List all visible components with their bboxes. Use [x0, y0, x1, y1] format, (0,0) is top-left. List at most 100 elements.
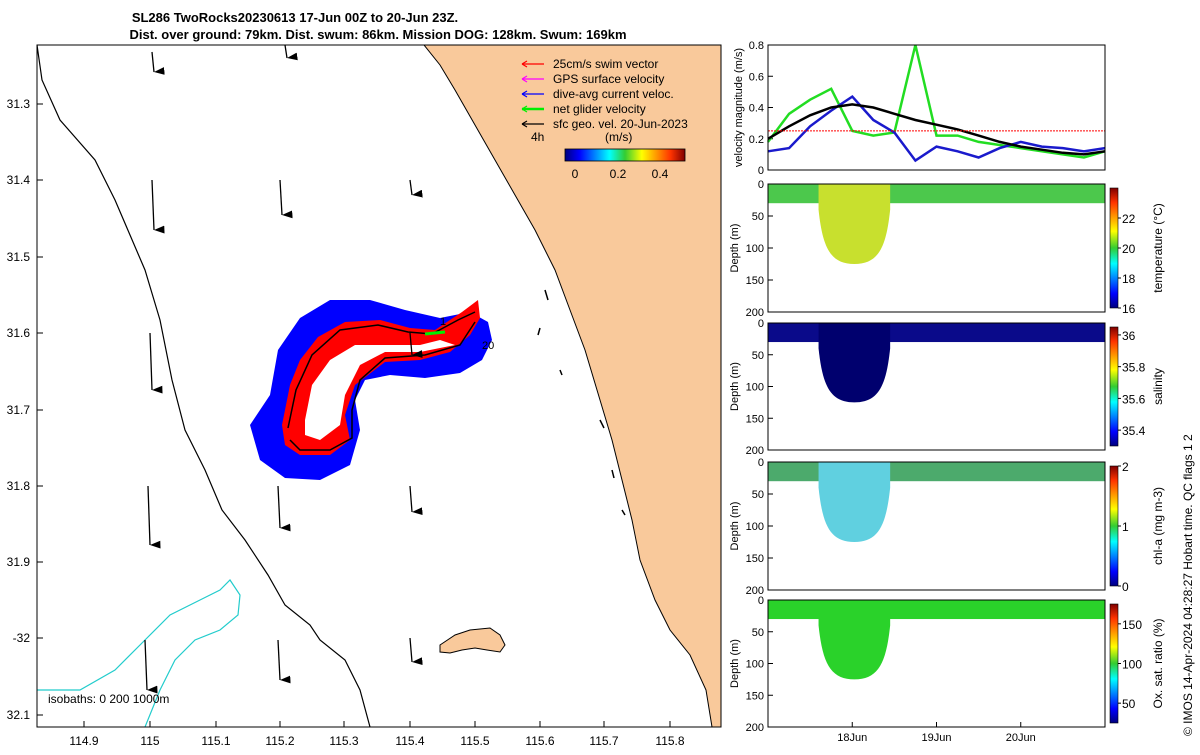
geo-velocity-arrow [409, 485, 423, 516]
oxygen-deep-dive-region [818, 600, 891, 680]
temperature-colorbar [1109, 187, 1119, 309]
isobath-200 [37, 45, 371, 727]
lat-tick-label: 32.1 [7, 708, 31, 722]
footer-credit: © IMOS 14-Apr-2024 04:28:27 Hobart time.… [1181, 434, 1195, 736]
temperature-ytick-label: 150 [746, 275, 764, 287]
velocity-series-line [767, 44, 1106, 159]
velocity-plot-bg [768, 45, 1105, 170]
legend-label: net glider velocity [553, 102, 646, 116]
chl-a-clabel: chl-a (mg m-3) [1151, 487, 1165, 565]
geo-velocity-arrow [277, 639, 291, 684]
temperature-ylabel: Depth (m) [729, 224, 741, 273]
day-tick-label: 19Jun [922, 732, 952, 744]
lon-tick-label: 115.1 [201, 734, 230, 748]
chl-a-colorbar-label: 1 [1122, 520, 1129, 534]
velocity-ytick-label: 0 [758, 165, 764, 177]
chl-a-ytick-label: 0 [758, 457, 764, 469]
map-colorbar-ticks: 0 0.2 0.4 [572, 167, 669, 181]
salinity-deep-dive-region [818, 323, 891, 403]
temperature-ytick-label: 0 [758, 179, 764, 191]
temperature-colorbar-label: 18 [1122, 272, 1136, 286]
salinity-ytick-label: 0 [758, 318, 764, 330]
salinity-colorbar-label: 36 [1122, 329, 1136, 343]
map-lat-ticks: 31.3 31.4 31.5 31.6 31.7 31.8 31.9 -32 32.1 [7, 97, 43, 722]
lat-tick-label: -32 [13, 631, 31, 645]
salinity-ytick-label: 50 [752, 350, 764, 362]
temperature-colorbar-label: 22 [1122, 212, 1136, 226]
glider-track-black [287, 311, 476, 451]
temperature-ytick-label: 50 [752, 211, 764, 223]
colorbar-unit: (m/s) [605, 130, 632, 144]
salinity-section-panel: 0 50 100 150 200 Depth (m) 35.4 35.6 35.8 36 salin… [729, 318, 1165, 457]
colorbar-tick-label: 0 [572, 167, 579, 181]
velocity-chart: 0 0.2 0.4 0.6 0.8 velocity magnitude (m/s) [733, 40, 1106, 177]
map-frame [36, 44, 722, 728]
day-tick-label: 18Jun [837, 732, 867, 744]
lat-tick-label: 31.5 [7, 250, 31, 264]
salinity-colorbar [1109, 326, 1119, 447]
track-start-label: 1 [440, 316, 446, 328]
temperature-ytick-label: 200 [746, 307, 764, 319]
lat-tick-label: 31.4 [7, 173, 31, 187]
chl-a-ytick-label: 100 [746, 521, 764, 533]
lon-tick-label: 115 [140, 734, 159, 748]
geo-velocity-arrow [277, 485, 291, 532]
chl-a-colorbar [1109, 465, 1119, 587]
oxygen-colorbar [1109, 603, 1119, 724]
oxygen-ytick-label: 150 [746, 690, 764, 702]
lon-tick-label: 115.6 [525, 734, 554, 748]
velocity-series-line [767, 94, 1106, 163]
legend-arrowhead [521, 105, 528, 113]
lat-tick-label: 31.8 [7, 479, 31, 493]
legend-label: sfc geo. vel. 20-Jun-2023 [553, 117, 688, 131]
velocity-frame [767, 44, 1106, 171]
temperature-ytick-label: 100 [746, 243, 764, 255]
lat-tick-label: 31.6 [7, 326, 31, 340]
track-end-label: 20 [482, 340, 494, 352]
map-colorbar [564, 148, 686, 162]
isobath-0-offshore [537, 289, 626, 516]
lon-tick-label: 115.2 [265, 734, 294, 748]
lat-tick-label: 31.3 [7, 97, 31, 111]
oxygen-ytick-label: 200 [746, 722, 764, 734]
title-line-1: SL286 TwoRocks20230613 17-Jun 00Z to 20-… [132, 10, 458, 25]
chl-a-ytick-label: 200 [746, 585, 764, 597]
track-interior-white [305, 340, 455, 440]
legend-arrowhead [521, 120, 528, 128]
salinity-ytick-label: 100 [746, 382, 764, 394]
geo-velocity-arrow [144, 639, 158, 694]
salinity-colorbar-label: 35.6 [1122, 392, 1146, 406]
lon-tick-label: 115.5 [460, 734, 489, 748]
oxygen-colorbar-label: 100 [1122, 658, 1142, 672]
lon-tick-label: 115.3 [329, 734, 358, 748]
legend-label: dive-avg current veloc. [553, 87, 674, 101]
velocity-ytick-label: 0.4 [749, 103, 764, 115]
oxygen-ytick-label: 100 [746, 659, 764, 671]
lon-tick-label: 114.9 [69, 734, 98, 748]
day-tick-label: 20Jun [1006, 732, 1036, 744]
geo-velocity-arrow [149, 332, 163, 394]
lat-tick-label: 31.9 [7, 555, 31, 569]
salinity-colorbar-label: 35.8 [1122, 361, 1146, 375]
temperature-colorbar-label: 20 [1122, 242, 1136, 256]
temperature-deep-dive-region [818, 184, 891, 264]
velocity-ytick-label: 0.2 [749, 134, 764, 146]
net-velocity-arrow [424, 330, 446, 336]
oxygen-ytick-label: 50 [752, 627, 764, 639]
salinity-ytick-label: 150 [746, 413, 764, 425]
oxygen-ylabel: Depth (m) [729, 639, 741, 688]
geo-velocity-arrow [284, 45, 298, 61]
chl-a-section-panel: 0 50 100 150 200 Depth (m) 0 1 2 chl-a (mg m-3) [729, 457, 1165, 597]
velocity-ytick-label: 0.6 [749, 71, 764, 83]
chl-a-colorbar-label: 0 [1122, 580, 1129, 594]
salinity-ylabel: Depth (m) [729, 362, 741, 411]
lon-tick-label: 115.8 [655, 734, 684, 748]
map-lon-ticks: 114.9 115 115.1 115.2 115.3 115.4 115.5 115.6 11… [69, 721, 685, 748]
oxygen-ytick-label: 0 [758, 595, 764, 607]
chl-a-deep-dive-region [818, 462, 891, 542]
lon-tick-label: 115.4 [395, 734, 424, 748]
geo-velocity-arrow [279, 179, 293, 219]
geostrophic-vectors [144, 45, 423, 694]
